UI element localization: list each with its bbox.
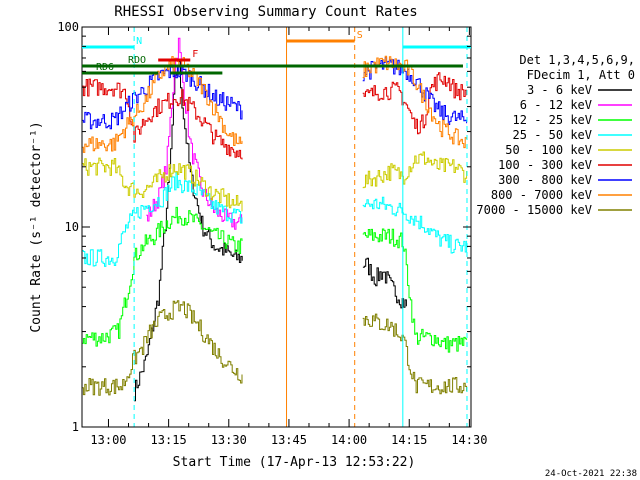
series-100-300-kev	[82, 72, 468, 160]
legend: Det 1,3,4,5,6,9, FDecim 1, Att 0 3 - 6 k…	[476, 53, 635, 217]
chart-title: RHESSI Observing Summary Count Rates	[114, 4, 417, 20]
legend-label-50-100-kev: 50 - 100 keV	[505, 143, 592, 157]
x-tick-label: 14:15	[391, 433, 427, 447]
x-tick-label: 13:30	[211, 433, 247, 447]
generation-timestamp: 24-Oct-2021 22:38	[545, 469, 637, 479]
y-tick-label: 1	[72, 420, 79, 434]
flag-label-rd6: RD6	[96, 62, 114, 73]
series-3-6-kev	[134, 61, 407, 402]
y-tick-label: 10	[65, 220, 79, 234]
legend-label-100-300-kev: 100 - 300 keV	[498, 158, 592, 172]
series-line-800-7000-kev	[82, 55, 468, 153]
legend-label-12-25-kev: 12 - 25 keV	[513, 113, 592, 127]
y-tick-label: 100	[57, 20, 79, 34]
x-tick-label: 14:30	[451, 433, 487, 447]
plot-area	[82, 27, 468, 427]
flag-label-s: S	[357, 30, 363, 41]
series-line-50-100-kev	[82, 151, 468, 212]
x-tick-label: 14:00	[331, 433, 367, 447]
flag-label-f: F	[192, 49, 198, 60]
legend-label-7000-15000-kev: 7000 - 15000 keV	[476, 203, 592, 217]
plot-frame	[81, 26, 472, 428]
y-axis-label: Count Rate (s⁻¹ detector⁻¹)	[29, 121, 44, 332]
legend-label-3-6-kev: 3 - 6 keV	[527, 83, 592, 97]
legend-label-6-12-kev: 6 - 12 keV	[520, 98, 592, 112]
series-line-25-50-kev	[82, 172, 468, 267]
x-tick-label: 13:45	[271, 433, 307, 447]
series-line-7000-15000-kev	[82, 300, 468, 396]
series-25-50-kev	[82, 172, 468, 267]
legend-header-line2: FDecim 1, Att 0	[527, 68, 635, 82]
series-7000-15000-kev	[82, 300, 468, 396]
flag-label-n: N	[136, 36, 142, 47]
series-50-100-kev	[82, 151, 468, 212]
axes-layer: N F S RDO RD6 13:00 13:15 13:30 13:45 14:00 14:15 1…	[57, 20, 487, 447]
x-tick-label: 13:00	[90, 433, 126, 447]
series-800-7000-kev	[82, 55, 468, 153]
legend-label-25-50-kev: 25 - 50 keV	[513, 128, 592, 142]
series-line-3-6-kev	[134, 61, 407, 402]
series-line-100-300-kev	[82, 72, 468, 160]
x-tick-label: 13:15	[151, 433, 187, 447]
legend-header-line1: Det 1,3,4,5,6,9,	[519, 53, 635, 67]
legend-label-800-7000-kev: 800 - 7000 keV	[491, 188, 592, 202]
flag-label-rdo: RDO	[128, 55, 146, 66]
x-axis-label: Start Time (17-Apr-13 12:53:22)	[173, 455, 416, 470]
legend-label-300-800-kev: 300 - 800 keV	[498, 173, 592, 187]
series-12-25-kev	[82, 206, 468, 353]
series-line-12-25-kev	[82, 206, 468, 353]
